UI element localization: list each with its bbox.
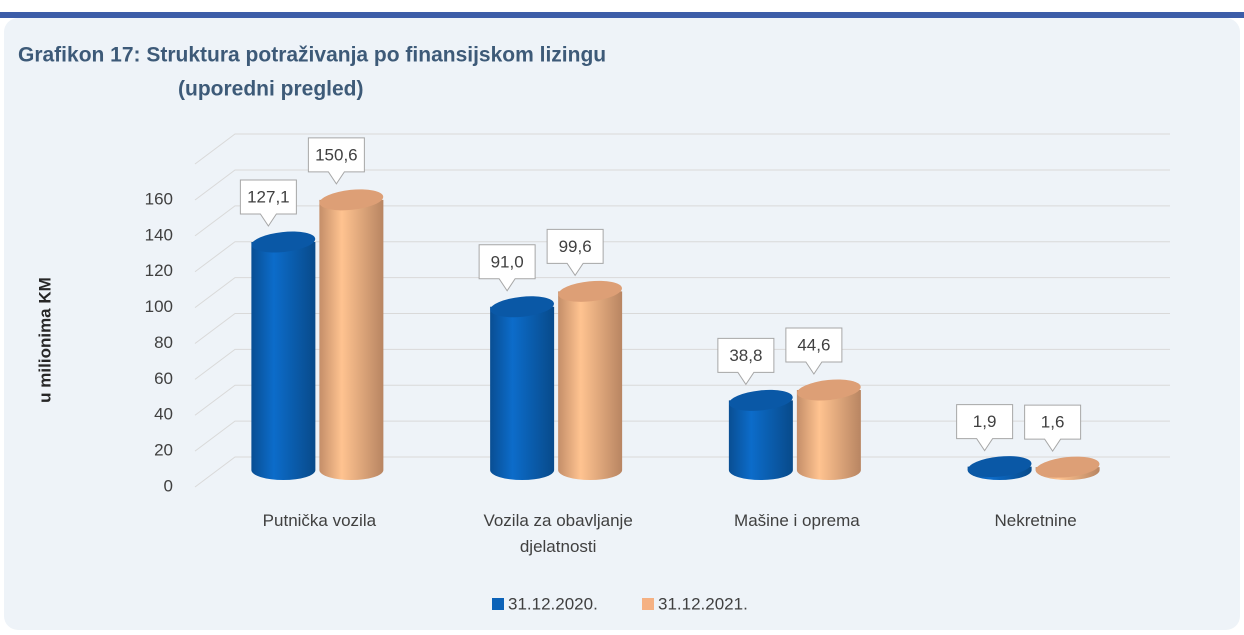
bar-body <box>251 242 316 480</box>
y-tick-label: 20 <box>154 441 173 460</box>
legend-label: 31.12.2021. <box>658 594 748 613</box>
y-tick-label: 140 <box>145 225 173 244</box>
bar <box>728 389 793 480</box>
value-label: 150,6 <box>315 145 358 164</box>
x-tick-label: Mašine i oprema <box>734 511 860 530</box>
value-label: 99,6 <box>559 237 592 256</box>
value-label: 127,1 <box>247 187 290 206</box>
bar-top <box>729 389 793 411</box>
value-label: 38,8 <box>729 346 762 365</box>
value-label: 1,6 <box>1041 413 1065 432</box>
grid-line <box>194 205 1170 237</box>
y-tick-label: 120 <box>145 261 173 280</box>
bar <box>1035 456 1100 480</box>
label-callout <box>239 179 297 227</box>
bar <box>319 189 384 480</box>
grid-line <box>194 313 1170 344</box>
y-tick-label: 60 <box>154 369 173 388</box>
label-callout <box>956 404 1014 452</box>
bar-top <box>490 296 554 318</box>
y-tick-label: 80 <box>154 333 173 352</box>
bar-top <box>558 280 622 302</box>
label-callout <box>1024 404 1082 453</box>
x-tick-label: Vozila za obavljanje djelatnosti <box>483 511 633 556</box>
value-label: 1,9 <box>973 412 997 431</box>
y-tick-label: 160 <box>145 189 173 208</box>
legend-swatch <box>492 598 504 610</box>
value-label: 91,0 <box>491 252 524 271</box>
y-tick-label: 0 <box>164 476 173 495</box>
y-axis-title: u milionima KM <box>35 277 54 403</box>
bar-top <box>967 456 1032 478</box>
bar-body <box>728 400 793 480</box>
grid-line <box>194 277 1170 309</box>
bar-body <box>796 389 861 480</box>
bar-top <box>319 189 384 211</box>
top-bar <box>0 12 1244 18</box>
bar-body <box>490 306 555 480</box>
grid-line <box>194 348 1170 380</box>
chart-subtitle: (uporedni pregled) <box>178 78 364 101</box>
chart-title: Grafikon 17: Struktura potraživanja po f… <box>18 44 606 67</box>
bar <box>967 456 1032 480</box>
value-label: 44,6 <box>797 335 830 354</box>
x-tick-label: Nekretnine <box>994 511 1077 530</box>
bar-top <box>251 231 316 253</box>
label-callout <box>785 327 843 375</box>
wall-edge <box>194 133 1170 165</box>
bar <box>558 280 623 480</box>
bar <box>490 296 555 480</box>
bar-top <box>797 379 861 401</box>
label-callout <box>478 244 536 292</box>
bar-body <box>319 199 384 480</box>
y-tick-label: 100 <box>145 297 173 316</box>
bar <box>251 231 316 480</box>
bar-top <box>1035 456 1100 478</box>
label-callout <box>546 228 604 277</box>
y-tick-label: 40 <box>154 405 173 424</box>
grid-line <box>194 169 1170 201</box>
bar <box>796 379 861 480</box>
label-callout <box>307 137 365 185</box>
x-tick-label: Putnička vozila <box>262 511 377 530</box>
bar-body <box>558 291 623 480</box>
legend-swatch <box>642 598 654 610</box>
label-callout <box>717 337 775 386</box>
grid-line <box>194 241 1170 273</box>
legend-label: 31.12.2020. <box>508 594 598 613</box>
